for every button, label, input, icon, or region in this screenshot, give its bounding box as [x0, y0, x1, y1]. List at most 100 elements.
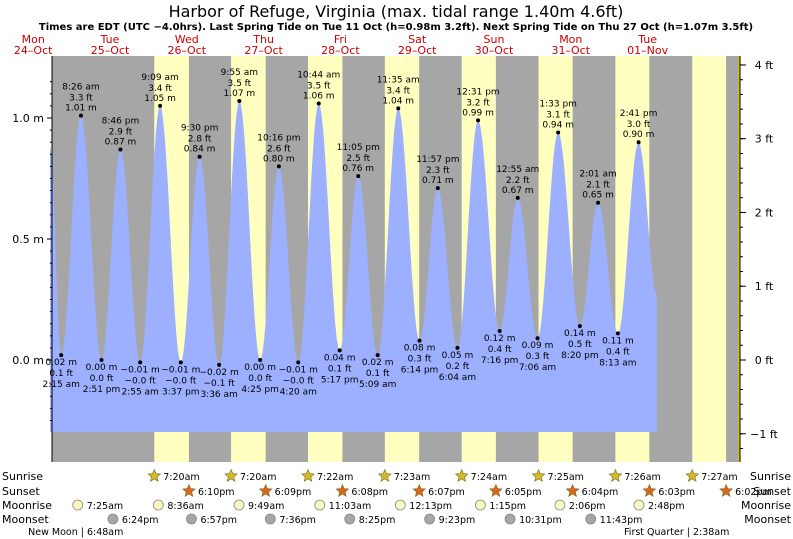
low-tide-point	[99, 358, 104, 362]
low-tide-time: 2:15 am	[43, 380, 80, 390]
low-tide-feet: 0.3 ft	[526, 352, 550, 362]
sunset-icon	[488, 483, 503, 497]
sunrise-icon	[685, 468, 700, 482]
high-tide-feet: 3.3 ft	[69, 94, 93, 104]
low-tide-meters: 0.09 m	[522, 341, 554, 351]
high-tide-feet: 3.1 ft	[546, 111, 570, 121]
day-date: 28–Oct	[321, 44, 360, 57]
moonset-time: 10:31pm	[519, 515, 562, 526]
right-axis-feet: 4 ft 3 ft 2 ft 1 ft 0 ft −1 ft	[738, 56, 779, 462]
right-tick-label: 4 ft	[755, 59, 774, 72]
sunrise-icon	[301, 468, 315, 482]
high-tide-time: 10:16 pm	[257, 133, 300, 143]
high-tide-feet: 2.2 ft	[506, 176, 530, 186]
low-tide-time: 7:16 pm	[481, 356, 519, 366]
sunrise-icon	[608, 468, 623, 482]
chart-subtitle: Times are EDT (UTC −4.0hrs). Last Spring…	[39, 22, 753, 33]
moonset-time: 9:23pm	[439, 515, 476, 526]
low-tide-meters: 0.14 m	[564, 329, 596, 339]
low-tide-meters: 0.00 m	[244, 363, 276, 373]
sunset-time: 6:08pm	[351, 487, 388, 498]
chart-title: Harbor of Refuge, Virginia (max. tidal r…	[169, 2, 624, 21]
moonrise-time: 7:25am	[87, 501, 123, 512]
low-tide-point	[178, 360, 183, 365]
low-tide-time: 2:51 pm	[83, 385, 121, 395]
low-tide-time: 4:20 am	[280, 387, 317, 397]
tide-extrema: 0.02 m0.1 ft2:15 am8:26 am3.3 ft1.01 m0.…	[43, 68, 658, 400]
low-tide-feet: 0.2 ft	[446, 362, 470, 372]
low-tide-time: 3:37 pm	[162, 387, 200, 397]
high-tide-point	[396, 106, 401, 111]
sunrise-icon	[224, 468, 238, 482]
moonrise-time: 8:36am	[167, 501, 203, 512]
high-tide-point	[158, 103, 163, 108]
moonrise-icon	[152, 499, 164, 511]
daylight-band	[692, 56, 727, 462]
sunset-time: 6:03pm	[658, 487, 695, 498]
low-tide-time: 6:14 pm	[401, 366, 439, 376]
sunset-icon	[335, 483, 350, 497]
high-tide-feet: 2.6 ft	[267, 144, 291, 154]
low-tide-point	[296, 360, 301, 365]
low-tide-time: 5:17 pm	[321, 375, 359, 385]
sunrise-time: 7:22am	[317, 472, 353, 483]
high-tide-time: 11:05 pm	[337, 143, 380, 153]
low-tide-time: 4:25 pm	[241, 385, 279, 395]
moonset-icon	[107, 513, 119, 525]
high-tide-feet: 3.4 ft	[148, 84, 172, 94]
sunset-icon	[642, 483, 657, 497]
high-tide-time: 9:55 am	[221, 68, 258, 78]
day-name: Mon	[559, 33, 582, 46]
day-date: 25–Oct	[91, 44, 130, 57]
high-tide-meters: 1.07 m	[224, 89, 256, 99]
moonset-icon	[585, 513, 597, 525]
moonrise-time: 2:06pm	[569, 501, 606, 512]
moonrise-icon	[233, 499, 245, 511]
high-tide-time: 1:33 pm	[539, 100, 577, 110]
sunset-time: 6:02pm	[735, 487, 772, 498]
low-tide-meters: 0.12 m	[484, 334, 516, 344]
sunset-icon	[412, 483, 427, 497]
sunrise-label-right: Sunrise	[750, 470, 791, 483]
low-tide-point	[497, 328, 502, 333]
low-tide-feet: 0.1 ft	[328, 364, 352, 374]
sunset-time: 6:09pm	[275, 487, 312, 498]
high-tide-meters: 0.80 m	[263, 154, 295, 164]
sunrise-icon	[454, 468, 469, 482]
sunset-time: 6:07pm	[428, 487, 465, 498]
sunset-label-left: Sunset	[2, 485, 40, 498]
high-tide-meters: 0.87 m	[105, 137, 137, 147]
high-tide-point	[515, 195, 520, 200]
moonrise-icon	[633, 499, 645, 511]
day-date: 29–Oct	[398, 44, 437, 57]
moonrise-icon	[72, 499, 84, 511]
high-tide-meters: 0.94 m	[542, 121, 574, 131]
right-axis-bar	[738, 56, 740, 462]
low-tide-meters: −0.02 m	[200, 368, 239, 378]
low-tide-point	[455, 345, 460, 350]
sunset-icon	[182, 483, 196, 497]
sunrise-icon	[531, 468, 546, 482]
low-tide-feet: −0.0 ft	[165, 376, 197, 386]
low-tide-meters: 0.08 m	[404, 344, 436, 354]
day-date: 30–Oct	[475, 44, 514, 57]
sunset-time: 6:04pm	[582, 487, 619, 498]
day-date: 27–Oct	[244, 44, 283, 57]
moonrise-icon	[394, 499, 406, 511]
moonrise-icon	[314, 499, 326, 511]
low-tide-time: 6:04 am	[439, 373, 476, 383]
day-name: Sat	[408, 33, 427, 46]
high-tide-feet: 3.0 ft	[627, 120, 651, 130]
left-axis-meters: 1.0 m 0.5 m 0.0 m	[12, 56, 53, 462]
high-tide-meters: 0.65 m	[582, 191, 614, 201]
high-tide-feet: 3.2 ft	[466, 98, 490, 108]
high-tide-meters: 1.01 m	[65, 104, 97, 114]
right-tick-label: 0 ft	[755, 354, 774, 367]
high-tide-feet: 2.9 ft	[109, 127, 133, 137]
high-tide-time: 2:41 pm	[620, 109, 658, 119]
sunrise-icon	[147, 468, 162, 482]
moonset-time: 7:36pm	[279, 515, 316, 526]
low-tide-feet: −0.1 ft	[203, 379, 235, 389]
high-tide-meters: 0.84 m	[184, 145, 216, 155]
sunrise-time: 7:26am	[624, 472, 660, 483]
